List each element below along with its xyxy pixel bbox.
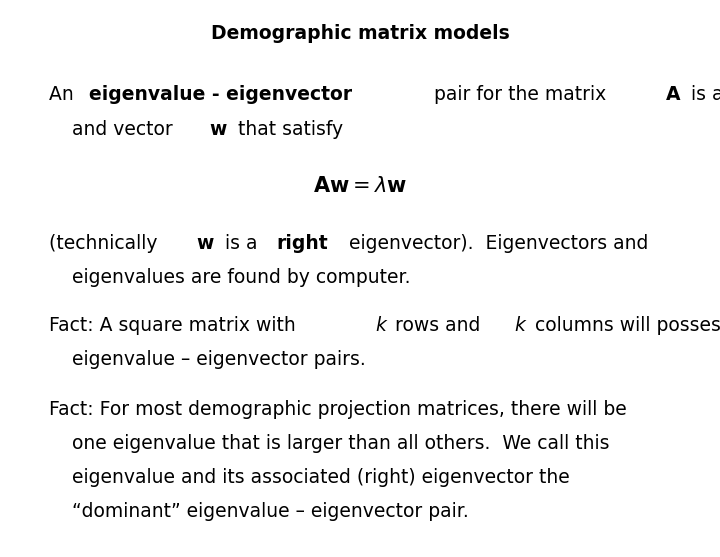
Text: is a: is a xyxy=(219,234,264,253)
Text: eigenvector).  Eigenvectors and: eigenvector). Eigenvectors and xyxy=(343,234,649,253)
Text: pair for the matrix: pair for the matrix xyxy=(428,85,613,104)
Text: w: w xyxy=(197,234,214,253)
Text: Fact: For most demographic projection matrices, there will be: Fact: For most demographic projection ma… xyxy=(49,400,626,419)
Text: eigenvalue and its associated (right) eigenvector the: eigenvalue and its associated (right) ei… xyxy=(72,468,570,487)
Text: right: right xyxy=(276,234,328,253)
Text: eigenvalue – eigenvector pairs.: eigenvalue – eigenvector pairs. xyxy=(72,350,366,369)
Text: k: k xyxy=(375,316,386,335)
Text: $\mathbf{Aw} = \lambda\mathbf{w}$: $\mathbf{Aw} = \lambda\mathbf{w}$ xyxy=(313,176,407,196)
Text: and vector: and vector xyxy=(72,120,179,139)
Text: “dominant” eigenvalue – eigenvector pair.: “dominant” eigenvalue – eigenvector pair… xyxy=(72,502,469,521)
Text: An: An xyxy=(49,85,80,104)
Text: A: A xyxy=(666,85,680,104)
Text: rows and: rows and xyxy=(389,316,487,335)
Text: (technically: (technically xyxy=(49,234,163,253)
Text: is any scalar λ: is any scalar λ xyxy=(685,85,720,104)
Text: Demographic matrix models: Demographic matrix models xyxy=(211,24,509,43)
Text: columns will possess: columns will possess xyxy=(528,316,720,335)
Text: eigenvalues are found by computer.: eigenvalues are found by computer. xyxy=(72,268,410,287)
Text: one eigenvalue that is larger than all others.  We call this: one eigenvalue that is larger than all o… xyxy=(72,434,610,453)
Text: w: w xyxy=(210,120,227,139)
Text: eigenvalue - eigenvector: eigenvalue - eigenvector xyxy=(89,85,352,104)
Text: that satisfy: that satisfy xyxy=(232,120,343,139)
Text: k: k xyxy=(515,316,526,335)
Text: Fact: A square matrix with: Fact: A square matrix with xyxy=(49,316,302,335)
